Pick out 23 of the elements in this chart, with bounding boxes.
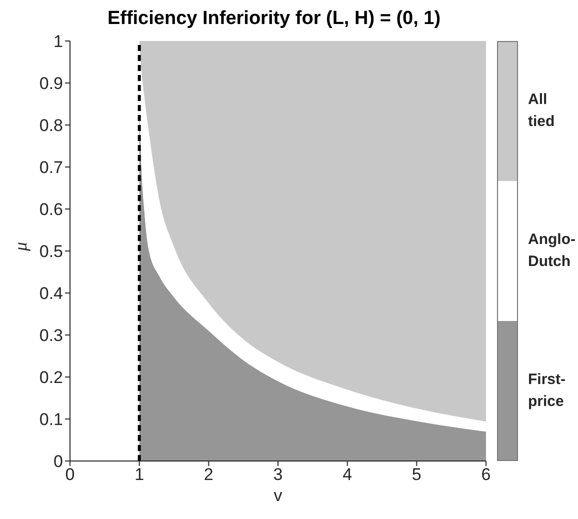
y-tick-label: 0.4 (39, 284, 63, 304)
x-tick-label: 4 (342, 465, 352, 484)
x-tick-label: 5 (412, 465, 422, 484)
y-axis-title: μ (10, 242, 30, 252)
y-tick-label: 0.2 (39, 368, 63, 388)
y-tick-label: 0.5 (39, 242, 63, 262)
y-tick-label: 1 (54, 32, 63, 52)
y-tick-label: 0.9 (39, 74, 63, 94)
x-tick-label: 3 (273, 465, 283, 484)
text: First-price (528, 370, 566, 412)
y-tick-label: 0.6 (39, 200, 63, 220)
y-tick-label: 0.3 (39, 326, 63, 346)
text: All tied (528, 90, 556, 132)
y-tick-label: 0.1 (39, 410, 63, 430)
y-tick-label: 0 (54, 452, 63, 472)
x-tick-label: 2 (204, 465, 214, 484)
chart-title: Efficiency Inferiority for (L, H) = (0, 1) (106, 8, 442, 30)
y-tick-label: 0.8 (39, 116, 63, 136)
text: Anglo-Dutch (528, 230, 576, 272)
x-axis-title: v (274, 486, 283, 505)
x-tick-label: 1 (134, 465, 144, 484)
x-tick-label: 6 (481, 465, 491, 484)
y-tick-label: 0.7 (39, 158, 63, 178)
